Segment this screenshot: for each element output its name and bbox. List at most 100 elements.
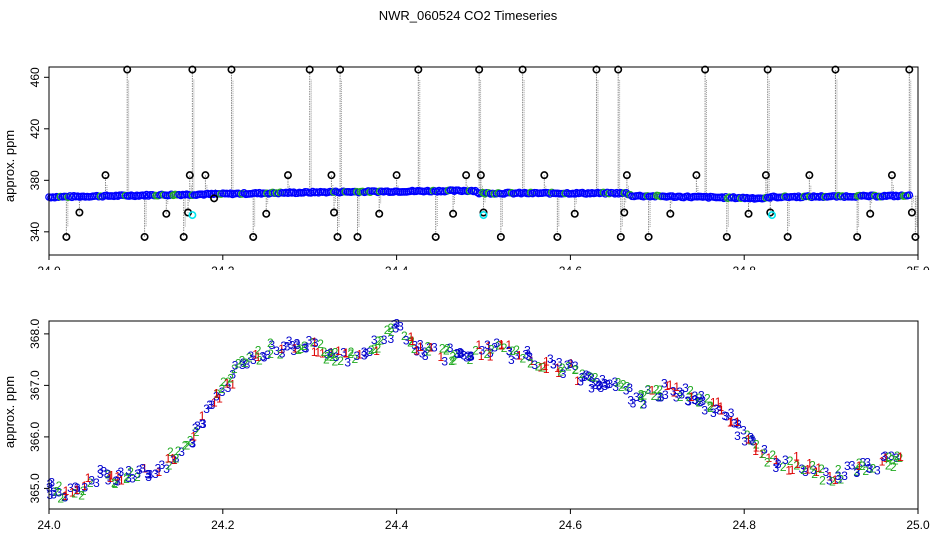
series-marker: 2 (411, 342, 418, 356)
series-marker: 3 (206, 398, 213, 412)
series-marker: 2 (167, 445, 174, 459)
series-marker: 1 (118, 473, 125, 487)
series-marker: 3 (658, 391, 665, 405)
outlier-point (783, 232, 792, 241)
series-marker: 2 (112, 477, 119, 491)
series-marker: 3 (155, 461, 162, 475)
series-marker: 2 (123, 472, 130, 486)
series-marker: 2 (540, 360, 547, 374)
series-marker: 2 (829, 475, 836, 489)
series-marker: 2 (811, 467, 818, 481)
x-tick-label-top: 24.6 (559, 264, 583, 270)
series-marker: 3 (491, 340, 498, 354)
series-marker: 3 (641, 398, 648, 412)
series-marker: 2 (656, 383, 663, 397)
outlier-point (744, 209, 753, 218)
series-marker: 1 (437, 350, 444, 364)
y-tick-label-bottom: 367.0 (28, 370, 42, 400)
series-marker: 3 (589, 376, 596, 390)
series-marker: 3 (865, 461, 872, 475)
series-marker: 2 (256, 354, 263, 368)
series-marker: 3 (525, 349, 532, 363)
baseline-point (142, 190, 151, 199)
series-marker: 3 (731, 417, 738, 431)
series-marker: 3 (854, 466, 861, 480)
series-marker: 3 (454, 347, 461, 361)
series-marker: 3 (710, 406, 717, 420)
series-marker: 2 (687, 384, 694, 398)
series-marker: 2 (557, 365, 564, 379)
series-marker: 3 (782, 453, 789, 467)
outlier-point (305, 65, 314, 74)
series-marker: 3 (361, 349, 368, 363)
series-marker: 1 (785, 463, 792, 477)
series-marker: 2 (61, 490, 68, 504)
series-marker: 3 (626, 381, 633, 395)
series-marker: 3 (392, 321, 399, 335)
series-marker: 3 (289, 338, 296, 352)
series-marker: 1 (169, 452, 176, 466)
series-marker: 1 (752, 444, 759, 458)
series-marker: 3 (893, 451, 900, 465)
series-marker: 3 (596, 378, 603, 392)
series-marker: 3 (104, 467, 111, 481)
outlier-point (911, 232, 920, 241)
series-marker: 3 (232, 359, 239, 373)
series-marker: 3 (749, 432, 756, 446)
series-marker: 3 (588, 382, 595, 396)
series-marker: 2 (760, 447, 767, 461)
series-marker: 3 (487, 346, 494, 360)
series-marker: 3 (145, 470, 152, 484)
series-marker: 3 (522, 348, 529, 362)
series-marker: 3 (209, 398, 216, 412)
series-marker: 2 (592, 370, 599, 384)
series-marker: 1 (879, 455, 886, 469)
series-marker: 3 (189, 436, 196, 450)
series-marker: 1 (216, 391, 223, 405)
series-marker: 2 (620, 377, 627, 391)
series-marker: 3 (844, 459, 851, 473)
series-marker: 2 (321, 345, 328, 359)
outlier-point (853, 232, 862, 241)
series-marker: 2 (123, 470, 130, 484)
outlier-point (283, 171, 292, 180)
series-marker: 2 (182, 438, 189, 452)
series-marker: 1 (832, 473, 839, 487)
series-marker: 3 (513, 349, 520, 363)
series-marker: 1 (69, 485, 76, 499)
series-marker: 1 (897, 450, 904, 464)
series-marker: 3 (607, 377, 614, 391)
series-marker: 3 (592, 378, 599, 392)
series-marker: 3 (279, 346, 286, 360)
outlier-point (763, 65, 772, 74)
cyan-point (768, 211, 777, 220)
series-marker: 1 (409, 334, 416, 348)
outlier-point (479, 208, 488, 217)
series-marker: 3 (596, 379, 603, 393)
outlier-point (414, 65, 423, 74)
series-marker: 3 (74, 481, 81, 495)
series-marker: 3 (286, 334, 293, 348)
series-marker: 2 (375, 334, 382, 348)
x-tick-label-bottom: 24.0 (37, 518, 61, 532)
series-marker: 3 (422, 349, 429, 363)
series-marker: 1 (498, 337, 505, 351)
figure-title: NWR_060524 CO2 Timeseries (378, 8, 558, 23)
series-marker: 1 (664, 379, 671, 393)
series-marker: 2 (640, 388, 647, 402)
series-marker: 3 (114, 475, 121, 489)
series-marker: 3 (244, 358, 251, 372)
series-marker: 3 (612, 375, 619, 389)
series-marker: 2 (301, 339, 308, 353)
y-tick-label-top: 340 (28, 221, 42, 241)
series-marker: 2 (885, 458, 892, 472)
series-marker: 1 (314, 345, 321, 359)
series-marker: 2 (686, 390, 693, 404)
series-marker: 2 (495, 339, 502, 353)
series-marker: 1 (728, 415, 735, 429)
series-marker: 2 (520, 352, 527, 366)
series-marker: 1 (356, 347, 363, 361)
series-marker: 2 (819, 473, 826, 487)
series-marker: 3 (260, 349, 267, 363)
series-marker: 2 (748, 433, 755, 447)
